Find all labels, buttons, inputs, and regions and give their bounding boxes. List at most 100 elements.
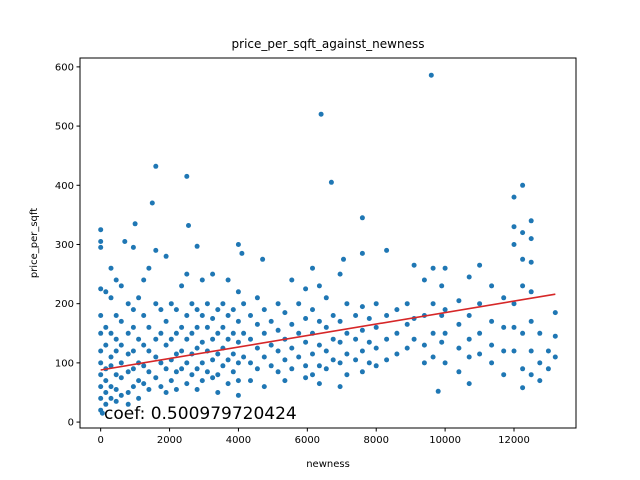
data-point [296, 330, 302, 336]
data-point [179, 283, 185, 289]
data-point [179, 366, 185, 372]
data-point [552, 333, 558, 339]
data-point [501, 324, 507, 330]
data-point [241, 354, 247, 360]
data-point [466, 274, 472, 280]
data-point [316, 283, 322, 289]
data-point [158, 307, 164, 313]
data-point [158, 384, 164, 390]
data-point [235, 318, 241, 324]
data-point [537, 330, 543, 336]
data-point [125, 401, 131, 407]
data-point [359, 348, 365, 354]
data-point [545, 348, 551, 354]
data-point [261, 330, 267, 336]
data-point [520, 230, 526, 236]
data-point [113, 372, 119, 378]
data-point [489, 360, 495, 366]
data-point [141, 313, 147, 318]
data-point [125, 301, 131, 307]
data-point [373, 345, 379, 351]
data-point [528, 318, 534, 324]
data-point [456, 369, 462, 375]
data-point [108, 354, 114, 360]
data-point [275, 369, 281, 375]
data-point [130, 324, 136, 330]
data-point [103, 342, 109, 348]
data-point [511, 242, 517, 247]
data-point [275, 348, 281, 354]
data-point [168, 301, 174, 307]
data-point [310, 372, 315, 378]
data-point [318, 111, 324, 117]
data-point [511, 324, 517, 330]
data-point [153, 247, 159, 253]
data-point [310, 351, 315, 357]
data-point [323, 348, 329, 354]
data-point [316, 342, 322, 348]
data-point [310, 307, 315, 313]
data-point [537, 360, 543, 366]
data-point [230, 330, 236, 336]
data-point [122, 239, 128, 244]
data-point [439, 339, 445, 345]
data-point [404, 301, 410, 307]
data-point [359, 250, 365, 256]
data-point [146, 387, 152, 392]
data-point [215, 351, 221, 357]
data-point [303, 375, 309, 381]
data-point [456, 321, 462, 327]
data-point [439, 313, 445, 318]
data-point [153, 336, 159, 342]
data-point [225, 381, 231, 387]
data-point [98, 286, 104, 292]
data-point [98, 227, 104, 233]
data-point [511, 348, 517, 354]
data-point [353, 357, 359, 363]
data-point [199, 360, 205, 366]
data-point [230, 351, 236, 357]
data-point [442, 307, 448, 313]
data-point [189, 330, 195, 336]
data-point [316, 381, 322, 387]
data-point [132, 221, 138, 227]
data-point [411, 262, 417, 268]
data-point [428, 72, 434, 78]
data-point [210, 357, 216, 363]
data-point [489, 283, 495, 289]
data-point [373, 324, 379, 330]
data-point [108, 295, 114, 301]
data-point [158, 360, 164, 366]
data-point [194, 243, 200, 249]
data-point [153, 375, 159, 381]
data-point [163, 366, 169, 372]
data-point [136, 378, 142, 384]
data-point [489, 342, 495, 348]
data-point [103, 378, 109, 384]
data-point [477, 301, 483, 307]
data-point [501, 348, 507, 354]
data-point [215, 330, 221, 336]
data-point [113, 313, 119, 318]
data-point [130, 244, 136, 250]
data-point [275, 327, 281, 333]
y-tick-label: 200 [55, 299, 74, 310]
data-point [337, 339, 343, 345]
data-point [248, 360, 253, 366]
data-point [337, 360, 343, 366]
data-point [199, 378, 205, 384]
data-point [330, 336, 336, 342]
data-point [303, 339, 309, 345]
data-point [344, 301, 350, 307]
data-point [430, 265, 436, 271]
data-point [520, 182, 526, 188]
data-point [430, 330, 436, 336]
y-axis-ticks: 0 100 200 300 400 500 600 [55, 62, 80, 429]
data-point [239, 250, 245, 256]
data-point [113, 387, 119, 392]
data-point [466, 336, 472, 342]
data-point [248, 313, 253, 318]
data-point [204, 324, 210, 330]
data-point [501, 295, 507, 301]
